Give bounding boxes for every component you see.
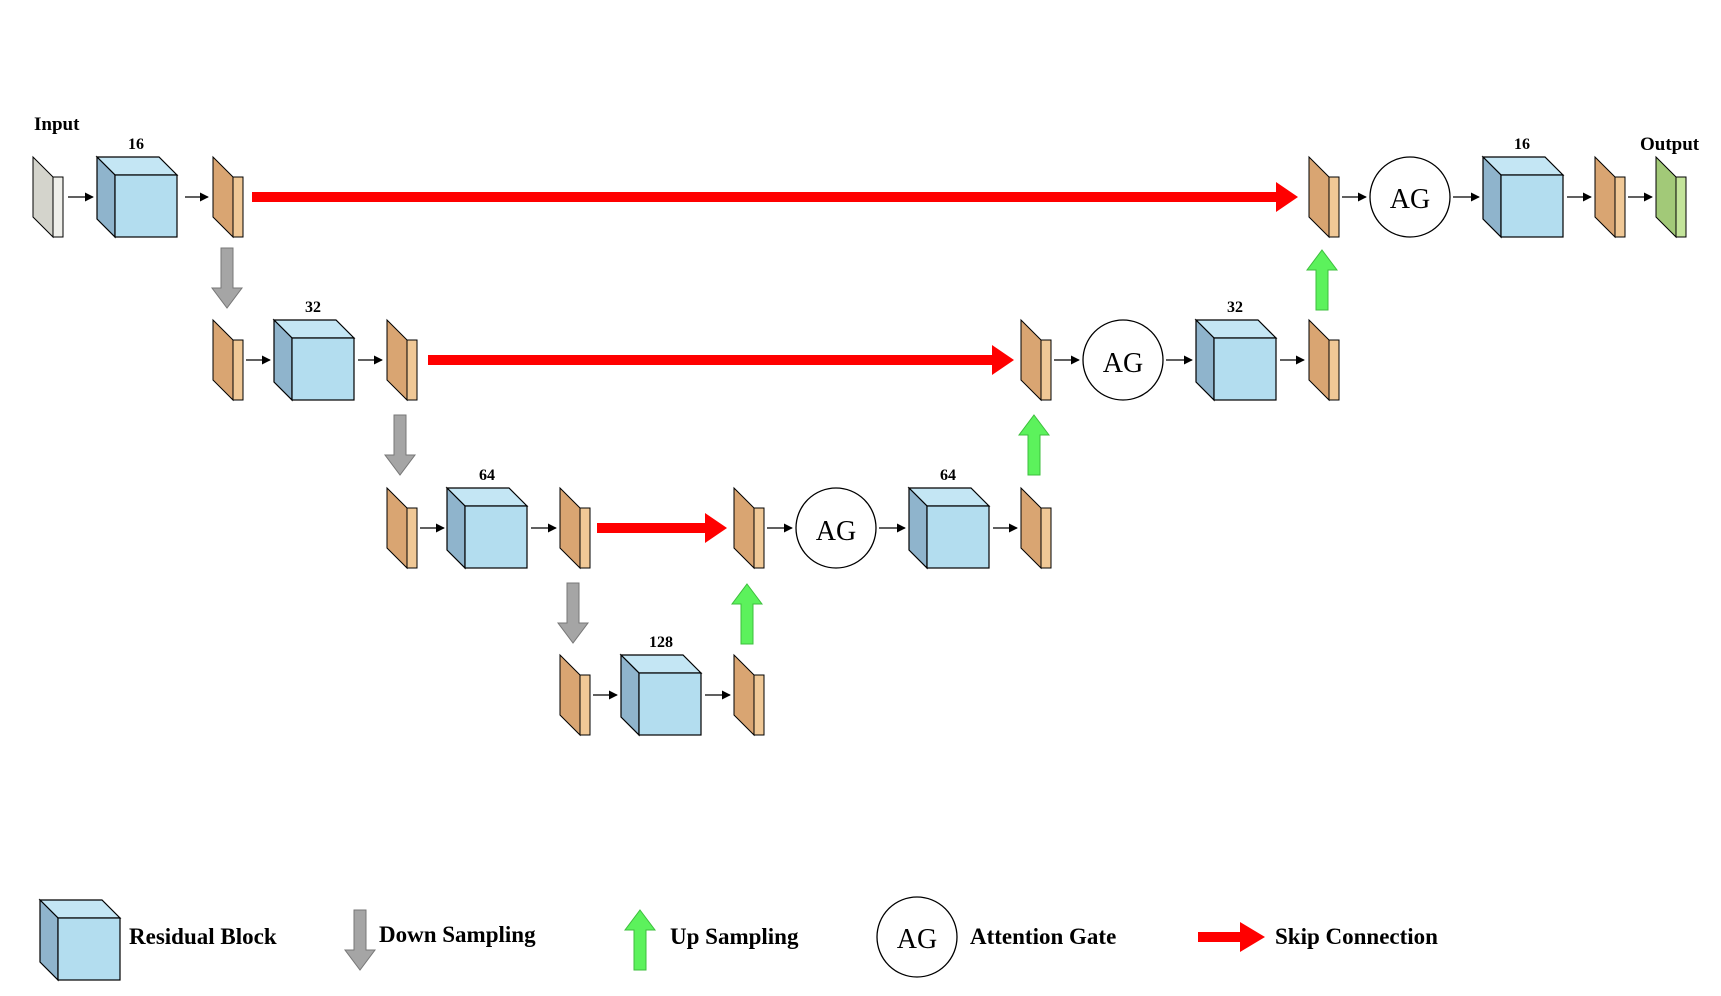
residual-block-enc3 <box>445 486 529 570</box>
legend-up-sampling-icon <box>624 909 656 971</box>
legend-up-sampling-label: Up Sampling <box>670 924 799 949</box>
channel-label-enc2: 32 <box>305 299 321 316</box>
residual-block-enc1 <box>95 155 179 239</box>
feature-map-dec2-in <box>1020 318 1052 402</box>
residual-block-enc2 <box>272 318 356 402</box>
skip-connection-level2 <box>428 345 1014 375</box>
feature-map-dec1-out <box>1594 155 1626 239</box>
legend-ag-symbol: AG <box>897 924 937 955</box>
feature-map-dec3-out <box>1020 486 1052 570</box>
attention-gate-dec3 <box>795 487 877 569</box>
feature-map-dec2-out <box>1308 318 1340 402</box>
down-sampling-arrow-3 <box>557 582 589 644</box>
input-label: Input <box>34 114 80 135</box>
legend-residual-block-icon <box>38 898 122 982</box>
skip-connections <box>252 182 1298 543</box>
legend-skip-connection-icon <box>1198 922 1265 952</box>
attention-gates <box>795 156 1451 569</box>
legend-attention-gate-icon <box>876 896 958 978</box>
ag-label-dec3: AG <box>816 516 856 547</box>
attention-gate-dec2 <box>1082 319 1164 401</box>
skip-connection-level3 <box>597 513 727 543</box>
up-sampling-arrow-2 <box>1018 414 1050 476</box>
feature-map-enc2-out <box>386 318 418 402</box>
feature-map-enc3-in <box>386 486 418 570</box>
feature-map-enc1 <box>212 155 244 239</box>
channel-label-dec2: 32 <box>1227 299 1243 316</box>
feature-map-dec1-in <box>1308 155 1340 239</box>
ag-label-dec1: AG <box>1390 184 1430 215</box>
up-sampling-arrow-1 <box>731 583 763 645</box>
feature-map-dec3-in <box>733 486 765 570</box>
feature-map-enc3-out <box>559 486 591 570</box>
flow-arrows <box>68 192 1653 700</box>
sampling-arrows <box>211 247 1338 645</box>
output-label: Output <box>1640 134 1700 155</box>
channel-label-dec1: 16 <box>1514 136 1530 153</box>
feature-map-bottleneck-out <box>733 653 765 737</box>
residual-block-bottleneck <box>619 653 703 737</box>
up-sampling-arrow-3 <box>1306 249 1338 311</box>
feature-map-enc2-in <box>212 318 244 402</box>
legend <box>38 896 1265 982</box>
output-volume <box>1655 155 1687 239</box>
down-sampling-arrow-1 <box>211 247 243 309</box>
blocks <box>32 155 1687 737</box>
legend-down-sampling-label: Down Sampling <box>379 922 536 947</box>
channel-label-enc1: 16 <box>128 136 144 153</box>
attention-gate-dec1 <box>1369 156 1451 238</box>
residual-block-dec1 <box>1481 155 1565 239</box>
legend-skip-connection-label: Skip Connection <box>1275 924 1438 949</box>
channel-label-bottleneck: 128 <box>649 634 673 651</box>
residual-block-dec3 <box>907 486 991 570</box>
legend-residual-block-label: Residual Block <box>129 924 277 949</box>
feature-map-bottleneck-in <box>559 653 591 737</box>
channel-label-enc3: 64 <box>479 467 495 484</box>
input-volume <box>32 155 64 239</box>
down-sampling-arrow-2 <box>384 414 416 476</box>
residual-block-dec2 <box>1194 318 1278 402</box>
legend-down-sampling-icon <box>344 909 376 971</box>
skip-connection-level1 <box>252 182 1298 212</box>
legend-attention-gate-label: Attention Gate <box>970 924 1116 949</box>
channel-label-dec3: 64 <box>940 467 956 484</box>
ag-label-dec2: AG <box>1103 348 1143 379</box>
